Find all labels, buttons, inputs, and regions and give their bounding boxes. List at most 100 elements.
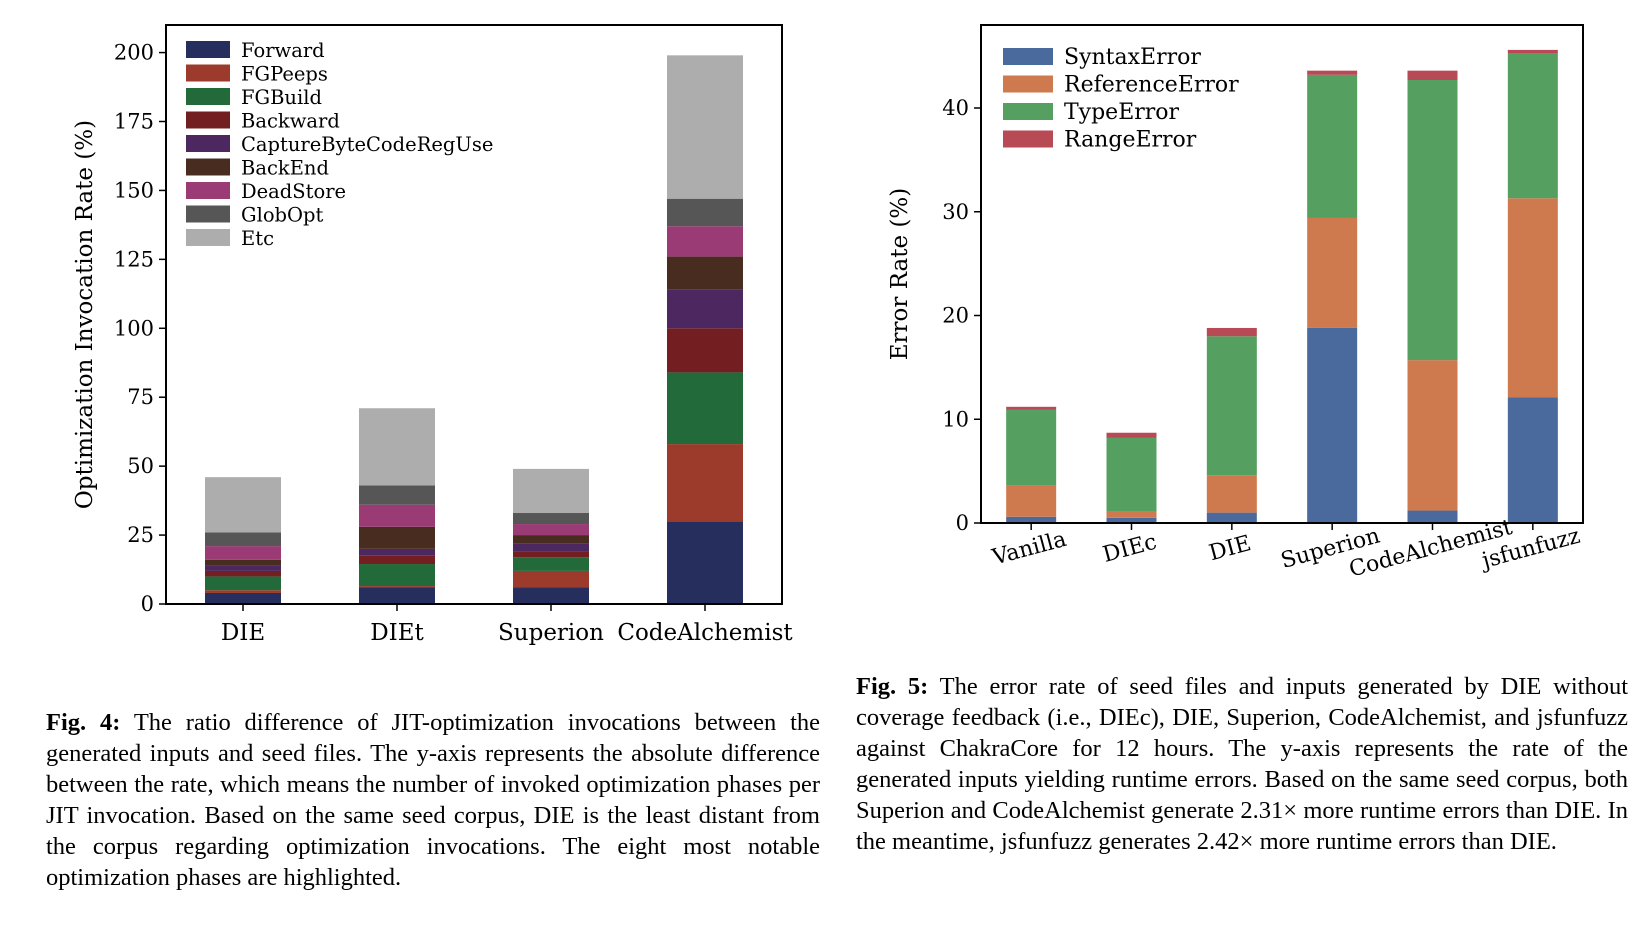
- fig4-bar-superion-capturebytecodereguse: [513, 543, 589, 552]
- fig4-bar-die-etc: [205, 477, 281, 533]
- fig4-y-axis-label: Optimization Invocation Rate (%): [72, 120, 98, 509]
- fig5-ytick-label: 20: [942, 304, 969, 328]
- fig4-bar-codealchemist-backend: [667, 256, 743, 290]
- fig4-bar-superion-backward: [513, 551, 589, 558]
- fig4-bar-superion-etc: [513, 468, 589, 514]
- fig4-ytick-label: 0: [141, 592, 154, 616]
- fig4-bar-die-capturebytecodereguse: [205, 565, 281, 571]
- fig5-ytick-label: 30: [942, 200, 969, 224]
- fig5-legend-label-syntaxerror: SyntaxError: [1064, 45, 1201, 70]
- fig4-bar-die-backward: [205, 570, 281, 577]
- fig4-ytick-label: 200: [114, 41, 154, 65]
- fig5-bar-die-rangeerror: [1206, 327, 1257, 337]
- fig5-ytick-label: 0: [956, 511, 969, 535]
- fig4-bar-codealchemist-capturebytecodereguse: [667, 289, 743, 329]
- fig5-caption-label: Fig. 5:: [856, 673, 929, 700]
- fig4-legend-swatch-forward: [186, 41, 230, 58]
- fig5-bar-diec-referenceerror: [1106, 511, 1157, 518]
- fig4-caption-label: Fig. 4:: [46, 709, 121, 736]
- fig4-bar-diet-capturebytecodereguse: [359, 548, 435, 556]
- fig5-bar-diec-rangeerror: [1106, 432, 1157, 438]
- fig4-ytick-label: 125: [114, 247, 154, 271]
- fig5-bar-superion-referenceerror: [1307, 217, 1358, 328]
- fig5-bar-superion-rangeerror: [1307, 70, 1358, 75]
- fig4-bar-codealchemist-forward: [667, 521, 743, 604]
- fig4-bar-superion-forward: [513, 587, 589, 604]
- fig5-bar-superion-syntaxerror: [1307, 327, 1358, 523]
- fig5-legend-swatch-rangeerror: [1003, 130, 1053, 148]
- fig5-legend-swatch-referenceerror: [1003, 75, 1053, 93]
- fig4-bar-codealchemist-fgpeeps: [667, 444, 743, 522]
- fig5-bar-vanilla-rangeerror: [1006, 406, 1057, 410]
- fig4-legend-swatch-etc: [186, 229, 230, 246]
- fig4-plot-frame: [165, 24, 783, 605]
- fig5-caption-text: The error rate of seed files and inputs …: [856, 673, 1629, 855]
- fig4-bar-superion-fgpeeps: [513, 570, 589, 588]
- fig5-xtick-label-diec: DIEc: [1100, 530, 1159, 568]
- fig5-legend-label-referenceerror: ReferenceError: [1064, 73, 1239, 98]
- fig5-bar-die-referenceerror: [1206, 475, 1257, 513]
- fig4-legend-label-fgbuild: FGBuild: [241, 86, 322, 109]
- fig4-bar-diet-etc: [359, 408, 435, 486]
- fig4-legend-swatch-capturebytecodereguse: [186, 135, 230, 152]
- fig5-bar-jsfunfuzz-typeerror: [1507, 53, 1558, 199]
- fig4-legend-swatch-fgbuild: [186, 88, 230, 105]
- fig4-legend-swatch-backend: [186, 158, 230, 176]
- fig4-ytick-label: 175: [114, 110, 154, 134]
- fig4-bar-die-deadstore: [205, 546, 281, 560]
- fig4-bar-superion-fgbuild: [513, 557, 589, 571]
- fig4-bar-superion-deadstore: [513, 524, 589, 536]
- fig4-legend-swatch-globopt: [186, 205, 230, 223]
- fig4-xtick-label-die: DIE: [221, 620, 265, 646]
- fig5-bar-vanilla-syntaxerror: [1006, 516, 1057, 523]
- fig4-bar-superion-globopt: [513, 513, 589, 525]
- fig4-bar-die-forward: [205, 592, 281, 604]
- fig4-legend-label-fgpeeps: FGPeeps: [241, 63, 328, 86]
- fig4-legend-swatch-backward: [186, 111, 230, 129]
- fig4-bar-diet-deadstore: [359, 504, 435, 527]
- fig4-bar-diet-backend: [359, 526, 435, 549]
- fig5-bar-codealchemist-rangeerror: [1407, 70, 1458, 80]
- fig5-bar-codealchemist-syntaxerror: [1407, 510, 1458, 523]
- fig5-bar-vanilla-typeerror: [1006, 409, 1057, 486]
- fig4-legend-label-etc: Etc: [241, 227, 274, 250]
- fig4-bar-die-globopt: [205, 532, 281, 547]
- fig4-xtick-label-codealchemist: CodeAlchemist: [617, 620, 793, 646]
- fig4-bar-die-backend: [205, 559, 281, 566]
- fig4-legend-label-globopt: GlobOpt: [241, 204, 324, 227]
- fig4-bar-superion-backend: [513, 535, 589, 544]
- fig4-legend-label-backend: BackEnd: [241, 157, 329, 180]
- fig5-y-axis-label: Error Rate (%): [887, 188, 913, 360]
- fig5-bar-jsfunfuzz-rangeerror: [1507, 49, 1558, 54]
- fig4-bar-diet-forward: [359, 587, 435, 604]
- fig4-legend-swatch-deadstore: [186, 182, 230, 199]
- fig5-bar-diec-syntaxerror: [1106, 517, 1157, 523]
- fig4-legend-label-capturebytecodereguse: CaptureByteCodeRegUse: [241, 133, 493, 156]
- fig5-bar-die-typeerror: [1206, 336, 1257, 476]
- fig5-legend-label-typeerror: TypeError: [1064, 100, 1180, 125]
- fig4-legend-label-backward: Backward: [241, 110, 340, 133]
- fig5-legend-swatch-syntaxerror: [1003, 48, 1053, 65]
- fig5-legend-label-rangeerror: RangeError: [1064, 128, 1197, 153]
- fig4-ytick-label: 75: [127, 385, 154, 409]
- fig4-bar-codealchemist-backward: [667, 328, 743, 373]
- fig4-bar-diet-globopt: [359, 485, 435, 505]
- fig4-ytick-label: 50: [127, 454, 154, 478]
- fig5-bar-jsfunfuzz-syntaxerror: [1507, 397, 1558, 523]
- fig5-xtick-label-die: DIE: [1206, 531, 1253, 566]
- fig4-xtick-label-superion: Superion: [498, 620, 604, 646]
- fig5-caption: Fig. 5: The error rate of seed files and…: [856, 671, 1628, 857]
- fig4-legend-label-forward: Forward: [241, 39, 325, 62]
- fig5-bar-die-syntaxerror: [1206, 512, 1257, 523]
- fig4-bar-codealchemist-etc: [667, 55, 743, 199]
- fig5-legend-swatch-typeerror: [1003, 103, 1053, 120]
- fig5-bar-codealchemist-referenceerror: [1407, 360, 1458, 511]
- fig4-bar-diet-fgpeeps: [359, 586, 435, 588]
- fig5-bar-vanilla-referenceerror: [1006, 485, 1057, 517]
- fig5-ytick-label: 10: [942, 407, 969, 431]
- fig4-ytick-label: 150: [114, 178, 154, 202]
- fig5-bar-diec-typeerror: [1106, 437, 1157, 512]
- fig4-legend-swatch-fgpeeps: [186, 64, 230, 82]
- fig5-ytick-label: 40: [942, 96, 969, 120]
